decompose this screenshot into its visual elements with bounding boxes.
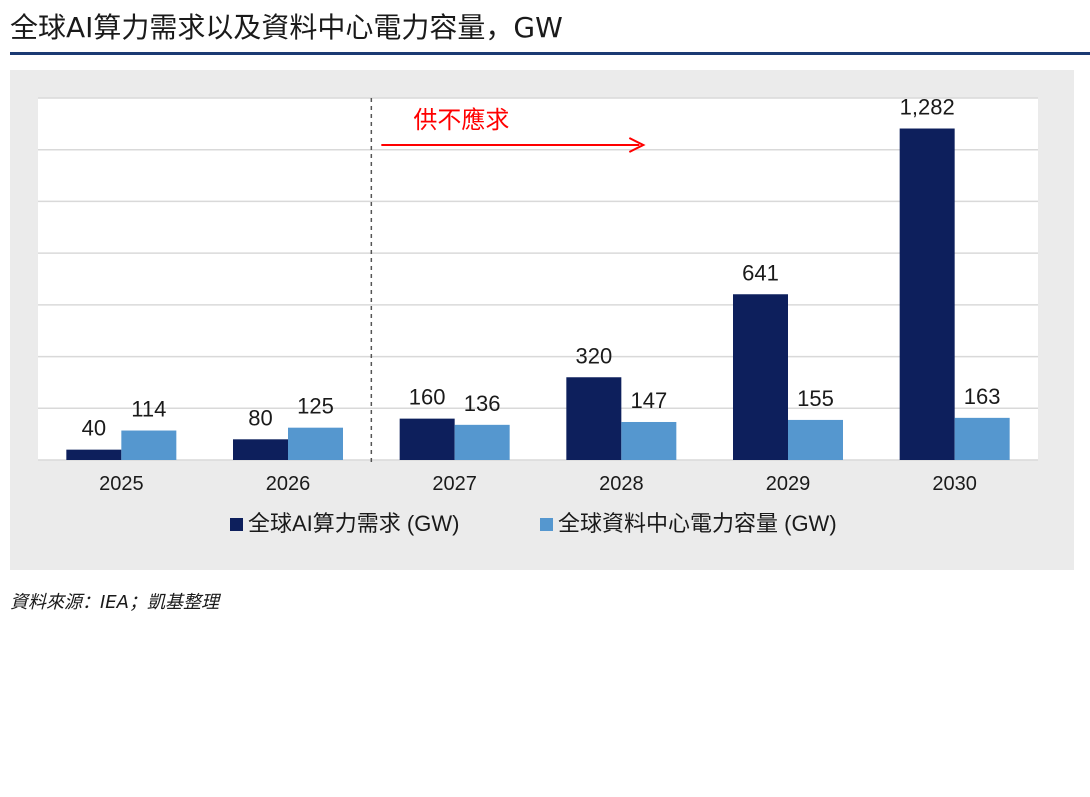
data-label-ai-demand-2027: 160 — [409, 385, 446, 410]
bar-dc-capacity-2026 — [288, 427, 343, 460]
plot-area — [38, 98, 1038, 460]
bar-dc-capacity-2030 — [954, 417, 1010, 460]
x-tick-labels: 2025 2026 2027 2028 2029 2030 — [99, 473, 977, 495]
chart-panel: 40 114 80 125 160 136 320 147 641 155 1,282 163 202… — [10, 70, 1074, 570]
data-label-ai-demand-2025: 40 — [82, 416, 106, 441]
data-label-dc-capacity-2026: 125 — [297, 394, 334, 419]
data-label-dc-capacity-2030: 163 — [964, 384, 1001, 409]
legend-label-dc-capacity: 全球資料中心電力容量 (GW) — [558, 511, 837, 536]
x-tick-2025: 2025 — [99, 473, 144, 495]
bar-dc-capacity-2029 — [788, 419, 843, 460]
data-label-dc-capacity-2027: 136 — [464, 391, 501, 416]
x-tick-2030: 2030 — [932, 473, 977, 495]
annotation: 供不應求 — [370, 98, 646, 462]
data-label-ai-demand-2029: 641 — [742, 260, 779, 285]
bar-ai-demand-2030 — [899, 128, 955, 461]
annotation-label: 供不應求 — [413, 107, 509, 134]
x-tick-2028: 2028 — [599, 473, 644, 495]
bar-ai-demand-2029 — [733, 294, 788, 460]
data-labels: 40 114 80 125 160 136 320 147 641 155 1,282 163 — [82, 95, 1001, 441]
legend-label-ai-demand: 全球AI算力需求 (GW) — [248, 511, 459, 536]
x-tick-2029: 2029 — [766, 473, 811, 495]
source-note: 資料來源：IEA；凱基整理 — [10, 592, 219, 613]
bar-dc-capacity-2027 — [454, 424, 510, 460]
data-label-dc-capacity-2025: 114 — [131, 397, 166, 422]
data-label-ai-demand-2030: 1,282 — [900, 95, 955, 120]
data-label-dc-capacity-2028: 147 — [630, 388, 667, 413]
x-tick-2027: 2027 — [432, 473, 477, 495]
legend: 全球AI算力需求 (GW) 全球資料中心電力容量 (GW) — [230, 511, 837, 536]
page-title: 全球AI算力需求以及資料中心電力容量，GW — [10, 11, 563, 44]
bar-ai-demand-2026 — [233, 439, 288, 460]
data-label-ai-demand-2026: 80 — [248, 405, 272, 430]
bar-dc-capacity-2025 — [121, 430, 177, 460]
bars — [66, 128, 1010, 461]
bar-ai-demand-2028 — [566, 377, 622, 460]
annotation-arrowhead — [628, 137, 646, 153]
bar-dc-capacity-2028 — [621, 421, 677, 460]
legend-swatch-dc-capacity — [540, 518, 553, 531]
title-divider — [10, 52, 1090, 55]
legend-swatch-ai-demand — [230, 518, 243, 531]
bar-chart: 40 114 80 125 160 136 320 147 641 155 1,282 163 202… — [38, 95, 1038, 536]
data-label-ai-demand-2028: 320 — [575, 343, 612, 368]
x-tick-2026: 2026 — [266, 473, 311, 495]
bar-ai-demand-2025 — [66, 449, 122, 460]
data-label-dc-capacity-2029: 155 — [797, 386, 834, 411]
gridlines — [38, 97, 1038, 461]
bar-ai-demand-2027 — [399, 418, 455, 460]
